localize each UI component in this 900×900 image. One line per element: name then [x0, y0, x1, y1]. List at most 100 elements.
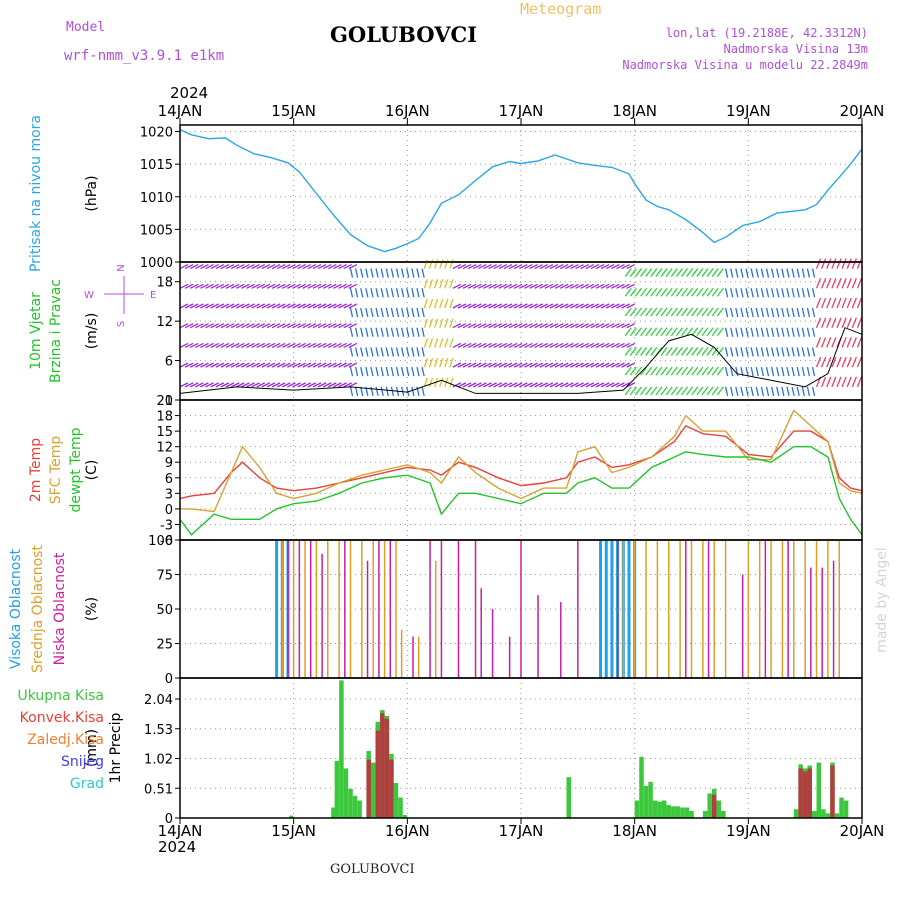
wind-barb [856, 278, 863, 289]
wind-barb [513, 283, 523, 289]
wind-barb [256, 382, 266, 388]
wind-barb [691, 366, 699, 376]
wind-barb [811, 367, 816, 377]
wind-barb [765, 347, 770, 357]
wind-barb [724, 288, 729, 298]
wind-barb [328, 303, 337, 309]
wind-barb [390, 268, 395, 278]
wind-barb [565, 382, 574, 388]
wind-barb [701, 268, 709, 277]
wind-barb [302, 382, 312, 388]
wind-barb [750, 386, 754, 396]
model-altitude-text: Nadmorska Visina u modelu 22.2849m [622, 58, 868, 72]
cloud_low-bar [287, 540, 289, 678]
wind-barb [343, 323, 352, 329]
cloud_low-bar [491, 609, 494, 678]
wind-barb [681, 268, 689, 277]
wind-barb [831, 337, 837, 348]
wind-barb [287, 323, 296, 329]
cloud_low-bar [480, 588, 482, 678]
wind-barb [760, 347, 765, 357]
wind-barb [503, 303, 513, 309]
wind-barb [220, 263, 230, 270]
wind-barb [655, 307, 663, 317]
wind-barb [354, 327, 359, 337]
wind-barb [457, 283, 467, 289]
cloud_low-bar [764, 540, 767, 678]
x-tick-label-bottom: 18JAN [612, 822, 657, 840]
wind-barb [696, 386, 704, 396]
wind-barb [745, 268, 749, 278]
wind-barb [740, 307, 744, 318]
wind-barb [328, 323, 337, 329]
wind-barb [634, 287, 643, 297]
wind-barb [856, 356, 863, 368]
wind-barb [261, 382, 271, 388]
cloud_low-bar [577, 540, 579, 678]
precip_conv-bar [798, 768, 803, 818]
wind-barb [416, 327, 420, 337]
wind-barb [498, 303, 508, 309]
wind-barb [621, 362, 630, 368]
wind-barb [271, 342, 281, 349]
wind-barb [616, 283, 625, 289]
wind-barb [370, 386, 374, 396]
wind-barb [771, 327, 775, 337]
wind-barb [595, 382, 605, 388]
wind-barb [595, 342, 605, 349]
x-tick-label-top: 16JAN [385, 102, 430, 120]
wind-barb [348, 342, 358, 349]
wind-barb [370, 268, 374, 278]
wind-barb [590, 303, 600, 309]
wind-barb [750, 347, 754, 357]
wind-barb [524, 362, 533, 368]
wind-barb [390, 327, 395, 337]
cloud_high-bar [599, 540, 603, 678]
cloud_low-bar [366, 560, 369, 678]
wind-barb [251, 263, 260, 270]
cloud_low-bar [560, 602, 562, 678]
wind-barb [634, 327, 643, 337]
wind-barb [433, 279, 439, 289]
wind-barb [701, 386, 709, 396]
wind-barb [312, 323, 322, 329]
wind-barb [701, 347, 709, 356]
wind-barb [675, 268, 683, 277]
wind-barb [681, 386, 689, 396]
wind-barb [670, 386, 678, 396]
wind-barb [534, 263, 543, 270]
wind-barb [640, 287, 648, 297]
wind-barb [554, 323, 564, 329]
wind-barb [600, 323, 610, 329]
wind-barb [559, 263, 569, 270]
precip_total-bar [357, 800, 362, 818]
wind-barb [411, 307, 415, 318]
axis-label: dewpt Temp [68, 427, 84, 512]
wind-barb [554, 362, 564, 368]
x-tick-label-bottom: 17JAN [499, 822, 544, 840]
wind-barb [297, 263, 306, 270]
wind-barb [831, 278, 837, 289]
precip_total-bar [675, 806, 681, 818]
wind-barb [544, 382, 554, 388]
wind-barb [256, 323, 266, 329]
wind-barb [276, 382, 286, 388]
wind-barb [831, 297, 837, 309]
wind-barb [261, 362, 271, 368]
wind-barb [444, 338, 449, 348]
wind-barb [179, 283, 189, 289]
wind-barb [534, 303, 543, 309]
wind-barb [225, 382, 235, 388]
wind-barb [791, 347, 795, 357]
clouds-panel [175, 539, 863, 679]
wind-barb [841, 337, 847, 348]
watermark: made by Angel [874, 547, 890, 653]
wind-barb [841, 356, 847, 368]
wind-barb [493, 362, 503, 368]
wind-barb [189, 342, 199, 349]
y-tick-label: 2.04 [144, 693, 173, 708]
wind-barb [801, 367, 805, 377]
wind-barb [626, 263, 636, 270]
wind-barb [836, 258, 842, 269]
wind-barb [841, 258, 847, 269]
